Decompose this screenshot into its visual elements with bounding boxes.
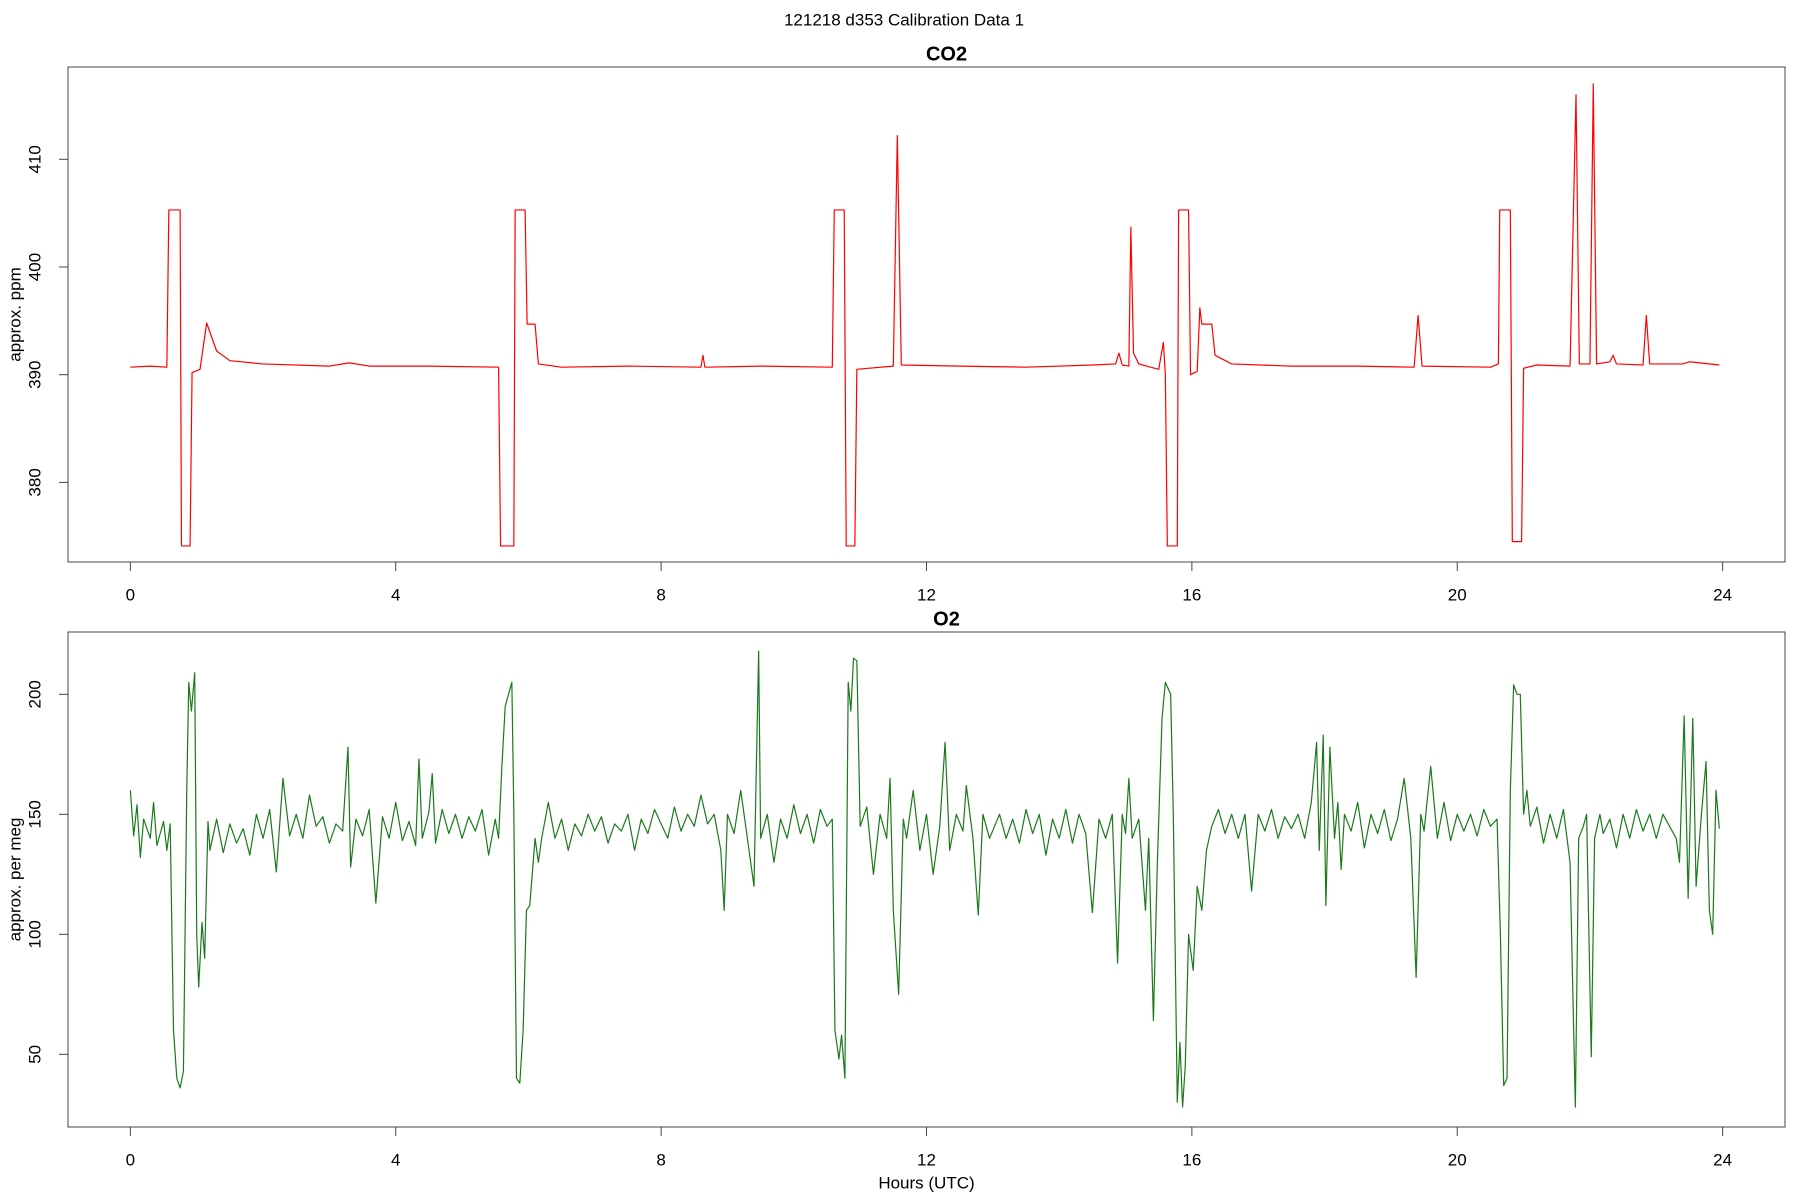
x-tick-label: 12: [917, 1150, 936, 1169]
panel-title: CO2: [926, 43, 967, 65]
figure-title: 121218 d353 Calibration Data 1: [784, 10, 1024, 29]
y-tick-label: 100: [25, 920, 44, 948]
x-tick-label: 24: [1713, 585, 1732, 604]
x-tick-label: 0: [126, 585, 135, 604]
plot-frame: [67, 66, 1786, 563]
x-tick-label: 4: [391, 1150, 400, 1169]
y-axis-label: approx. ppm: [5, 267, 24, 362]
plot-frame: [67, 631, 1786, 1128]
x-tick-label: 8: [656, 585, 665, 604]
y-tick-label: 380: [25, 468, 44, 496]
x-tick-label: 8: [656, 1150, 665, 1169]
x-tick-label: 0: [126, 1150, 135, 1169]
x-tick-label: 12: [917, 585, 936, 604]
x-tick-label: 16: [1182, 585, 1201, 604]
panel-title: O2: [933, 608, 960, 630]
x-tick-label: 20: [1448, 1150, 1467, 1169]
y-tick-label: 400: [25, 253, 44, 281]
x-tick-label: 4: [391, 585, 400, 604]
x-tick-label: 16: [1182, 1150, 1201, 1169]
y-tick-label: 390: [25, 361, 44, 389]
y-axis-label: approx. per meg: [5, 818, 24, 942]
y-tick-label: 200: [25, 680, 44, 708]
data-line: [129, 650, 1720, 1108]
y-tick-label: 410: [25, 145, 44, 173]
data-line: [130, 83, 1720, 547]
x-tick-label: 24: [1713, 1150, 1732, 1169]
x-axis-label: Hours (UTC): [878, 1173, 974, 1192]
y-tick-label: 150: [25, 800, 44, 828]
x-tick-label: 20: [1448, 585, 1467, 604]
y-tick-label: 50: [25, 1045, 44, 1064]
